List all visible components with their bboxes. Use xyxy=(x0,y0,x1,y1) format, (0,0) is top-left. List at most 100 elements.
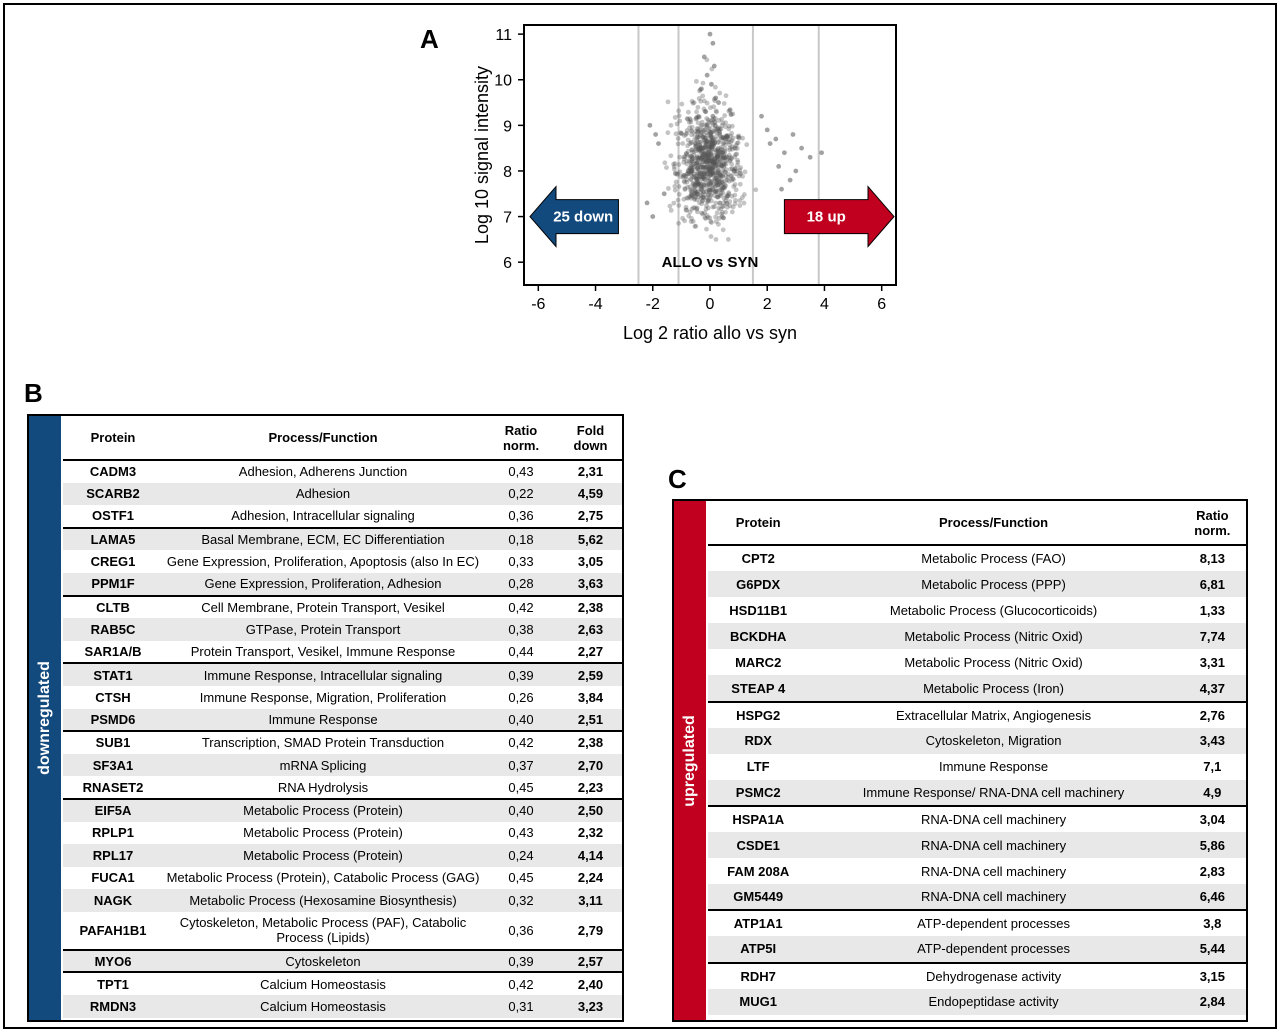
data-point xyxy=(712,193,718,199)
data-point xyxy=(732,145,738,151)
data-point xyxy=(688,161,694,167)
data-point xyxy=(720,168,726,174)
table-row: PAFAH1B1 Cytoskeleton, Metabolic Process … xyxy=(63,912,622,950)
data-point xyxy=(695,175,700,181)
fold-cell: 2,51 xyxy=(559,708,622,732)
col-header-process: Process/Function xyxy=(808,501,1179,546)
data-point xyxy=(699,154,705,160)
data-point xyxy=(732,154,738,160)
table-row: MARC2 Metabolic Process (Nitric Oxid) 3,31 xyxy=(708,649,1246,675)
data-point xyxy=(693,144,698,149)
data-point xyxy=(716,100,721,105)
table-row: CTSH Immune Response, Migration, Prolifer… xyxy=(63,686,622,709)
data-point xyxy=(700,80,706,86)
table-row: CSDE1 RNA-DNA cell machinery 5,86 xyxy=(708,832,1246,859)
ratio-cell: 6,81 xyxy=(1178,571,1246,598)
data-point xyxy=(650,214,656,219)
data-point xyxy=(705,191,710,197)
up-count-label: 18 up xyxy=(807,209,846,226)
table-row: SUB1 Transcription, SMAD Protein Transduc… xyxy=(63,730,622,754)
fold-cell: 2,24 xyxy=(577,870,604,886)
data-point xyxy=(715,146,721,152)
data-point xyxy=(699,174,704,179)
col-header-protein: Protein xyxy=(63,416,163,461)
data-point xyxy=(694,192,700,198)
data-point xyxy=(714,158,720,164)
data-point xyxy=(718,147,724,153)
data-point xyxy=(706,129,712,134)
data-point xyxy=(694,166,700,172)
data-point xyxy=(705,132,711,138)
data-point xyxy=(696,147,702,153)
data-point xyxy=(702,122,708,128)
data-point xyxy=(699,145,705,151)
data-point xyxy=(724,157,730,163)
data-point xyxy=(700,128,706,134)
data-point xyxy=(700,198,705,204)
data-point xyxy=(716,130,722,136)
data-point xyxy=(684,128,690,133)
data-point xyxy=(698,185,704,191)
data-point xyxy=(707,182,713,188)
data-point xyxy=(703,195,709,201)
data-point xyxy=(731,168,737,174)
data-point xyxy=(709,171,715,177)
data-point xyxy=(730,204,736,210)
ratio-cell: 0,37 xyxy=(483,753,559,777)
data-point xyxy=(686,171,692,176)
data-point xyxy=(728,133,733,139)
data-point xyxy=(702,151,708,156)
data-point xyxy=(705,215,711,220)
data-point xyxy=(685,116,691,122)
data-point xyxy=(682,133,687,139)
data-point xyxy=(672,166,677,172)
data-point xyxy=(684,116,690,122)
data-point xyxy=(759,113,764,119)
data-point xyxy=(714,172,720,178)
data-point xyxy=(720,154,726,160)
data-point xyxy=(704,130,709,136)
data-point xyxy=(697,174,702,179)
table-row: RAB5C GTPase, Protein Transport 0,38 2,63 xyxy=(63,618,622,641)
data-point xyxy=(729,144,735,150)
process-cell: RNA Hydrolysis xyxy=(277,779,369,795)
x-tick-label: 4 xyxy=(820,296,829,313)
data-point xyxy=(694,109,699,115)
data-point xyxy=(668,122,674,128)
table-row: PSMC2 Immune Response/ RNA-DNA cell machi… xyxy=(708,779,1246,806)
data-point xyxy=(706,158,712,164)
data-point xyxy=(705,187,711,193)
data-point xyxy=(676,191,682,197)
data-point xyxy=(703,153,709,158)
data-point xyxy=(737,167,743,173)
data-point xyxy=(709,137,715,143)
data-point xyxy=(699,201,705,207)
y-tick-label: 9 xyxy=(503,118,512,135)
data-point xyxy=(717,128,723,134)
data-point xyxy=(723,198,729,203)
data-point xyxy=(683,173,689,179)
data-point xyxy=(691,183,697,189)
data-point xyxy=(708,172,714,178)
data-point xyxy=(715,152,721,158)
data-point xyxy=(692,158,698,164)
data-point xyxy=(787,177,793,183)
data-point xyxy=(687,158,692,164)
data-point xyxy=(706,158,711,164)
data-point xyxy=(697,132,703,138)
downregulated-table-box: downregulated Protein Process/Function R… xyxy=(27,414,624,1022)
data-point xyxy=(724,195,730,200)
data-point xyxy=(695,114,701,120)
data-point xyxy=(696,171,702,177)
data-point xyxy=(718,186,724,192)
ratio-cell: 0,24 xyxy=(483,844,559,867)
data-point xyxy=(699,86,704,92)
data-point xyxy=(693,181,698,186)
data-point xyxy=(687,209,693,215)
data-point xyxy=(708,165,713,170)
data-point xyxy=(707,181,712,187)
data-point xyxy=(734,151,740,157)
data-point xyxy=(716,139,722,145)
data-point xyxy=(703,149,709,155)
data-point xyxy=(683,132,689,137)
